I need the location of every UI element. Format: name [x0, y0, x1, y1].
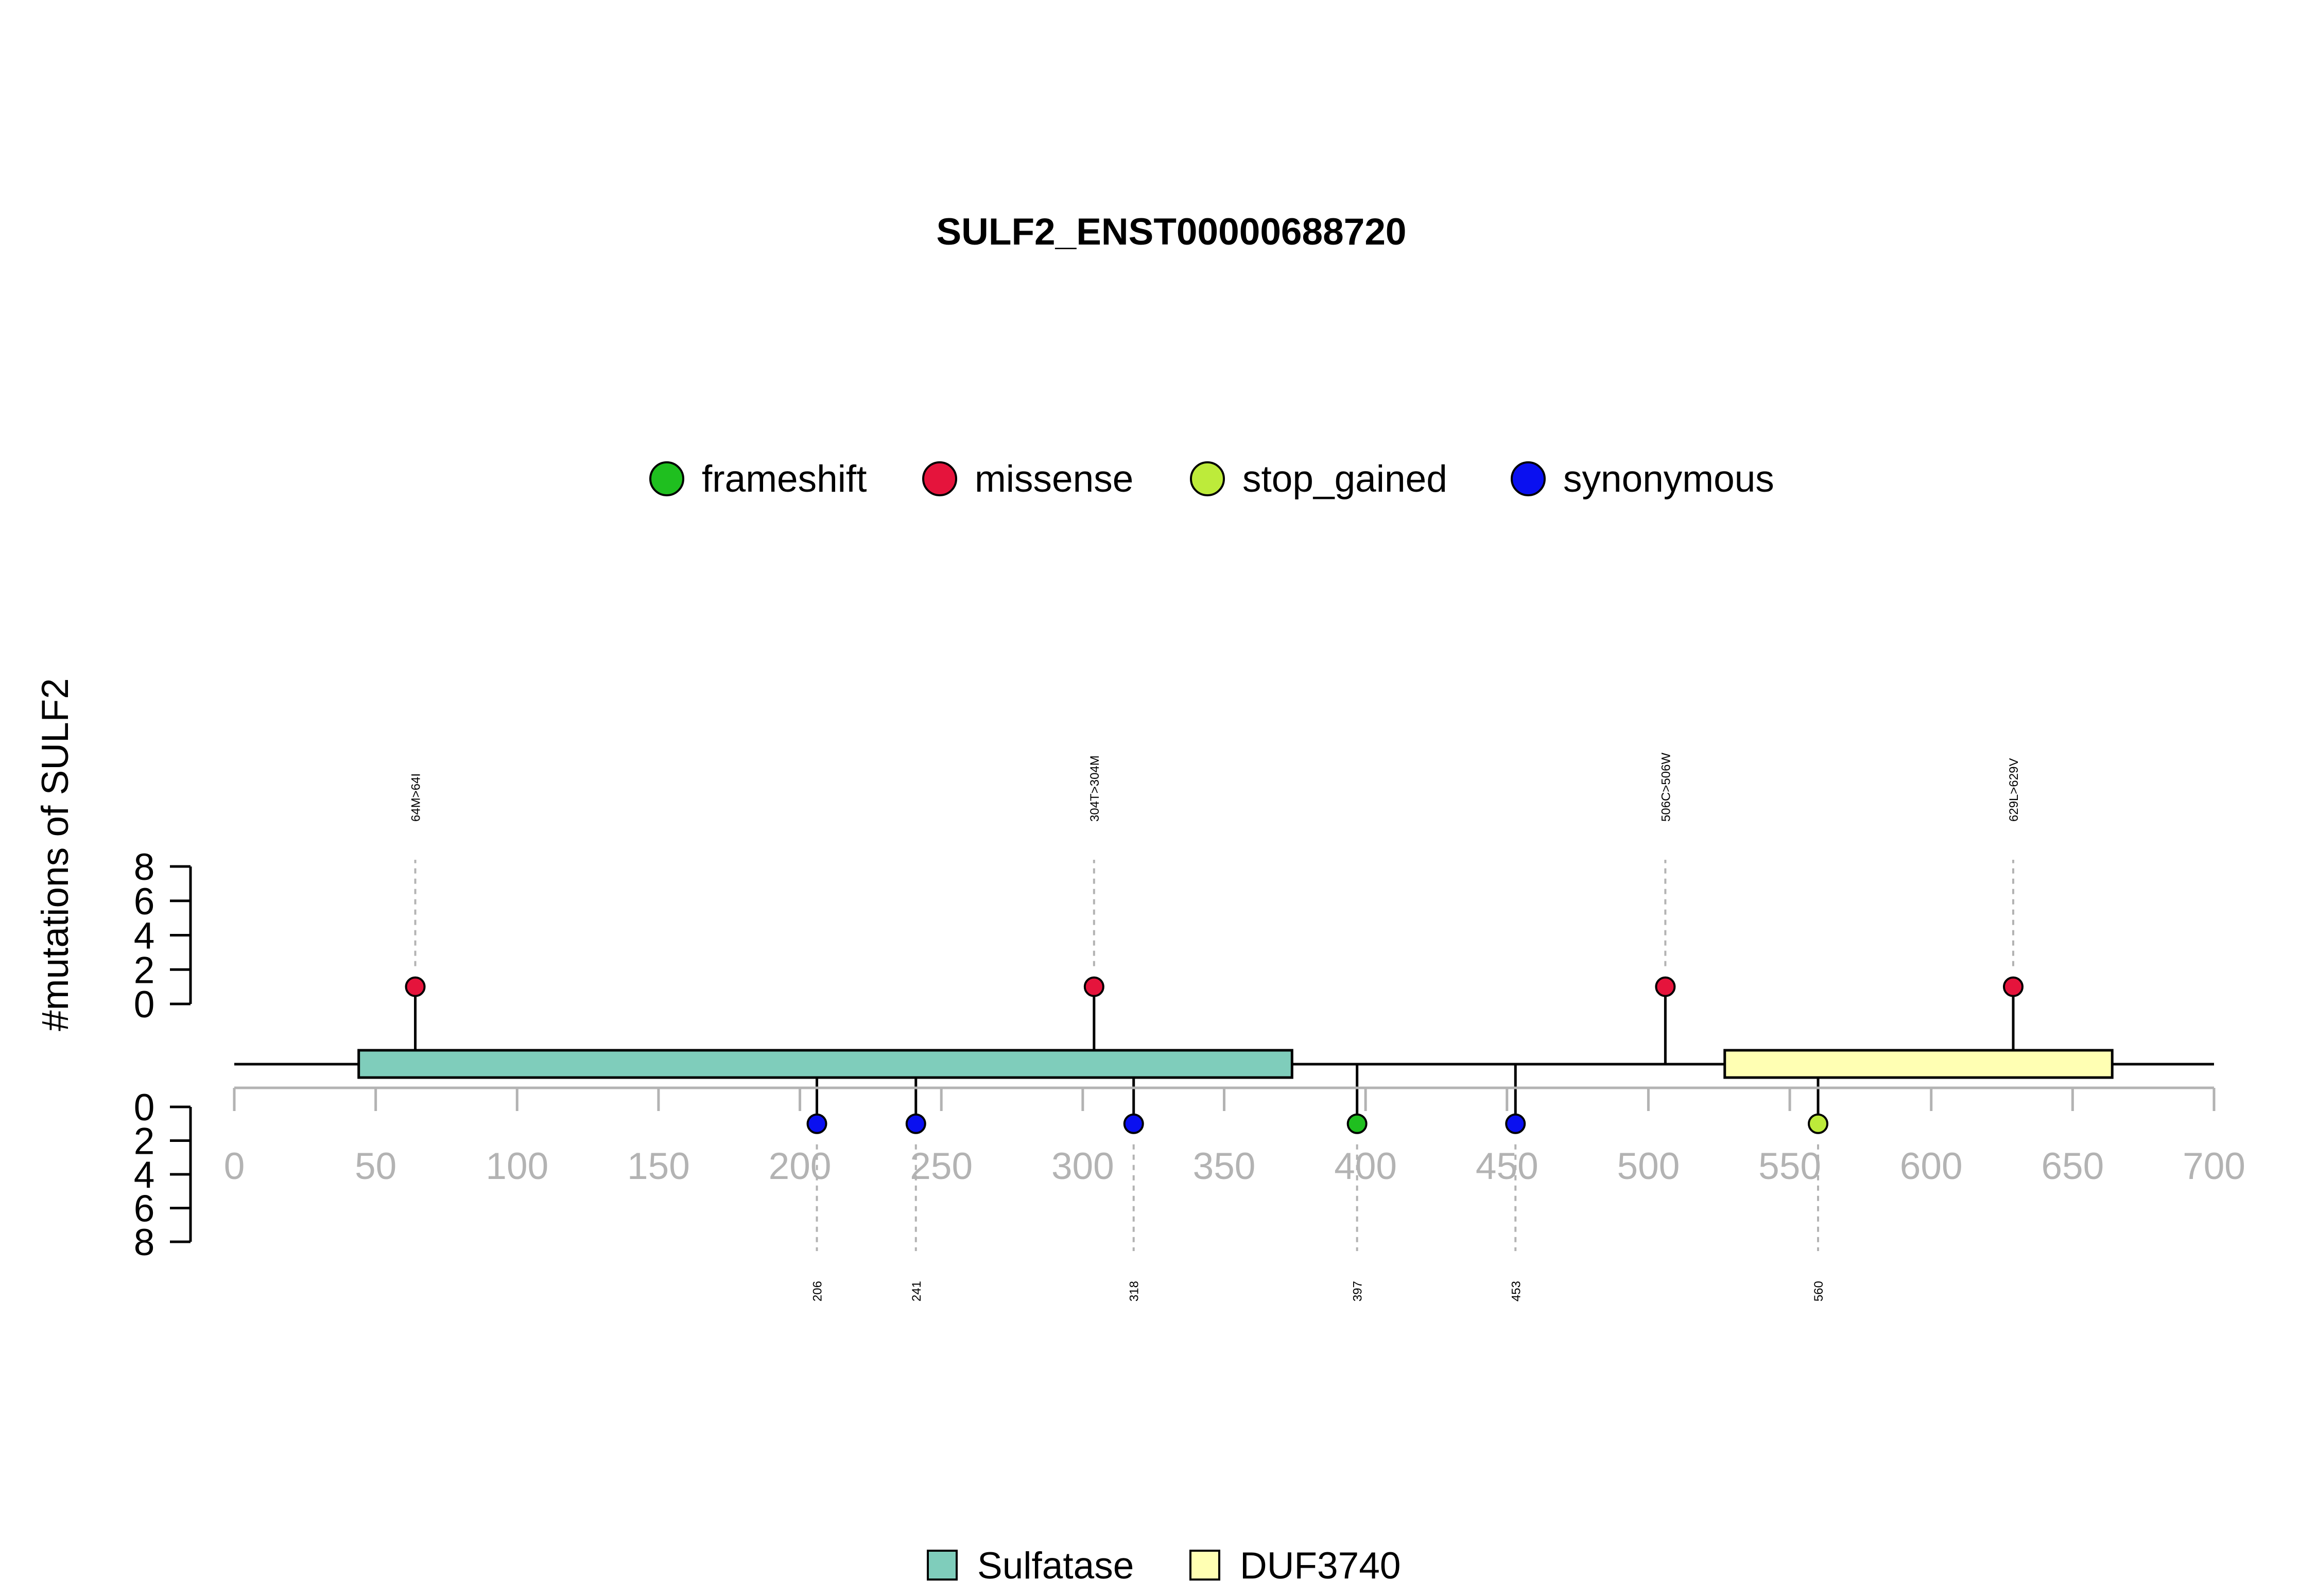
- domain-legend-label-duf3740: DUF3740: [1240, 1545, 1400, 1587]
- mutation-point-560: [1808, 1113, 1828, 1134]
- mutation-point-241: [905, 1113, 926, 1134]
- domain-legend-swatch-duf3740: [1189, 1550, 1220, 1581]
- y-tick-label: 6: [134, 1188, 155, 1230]
- mutation-point-629: [2003, 976, 2024, 997]
- x-tick-label: 150: [627, 1146, 690, 1187]
- mutations-top: 64M>64I 304T>304M 506C>506W 629L>629V: [405, 753, 2024, 997]
- x-axis: 0 50 100 150 200 250 300 350 400 450 500 550 600 650 7…: [224, 1086, 2245, 1187]
- mutation-label-453: 453: [1509, 1281, 1523, 1302]
- x-tick-label: 550: [1758, 1146, 1821, 1187]
- x-tick-label: 250: [910, 1146, 973, 1187]
- domain-box-duf3740: [1723, 1049, 2114, 1079]
- x-tick-label: 700: [2183, 1146, 2245, 1187]
- x-tick-label: 0: [224, 1146, 245, 1187]
- domain-boxes: [357, 1049, 2114, 1079]
- mutation-point-206: [806, 1113, 827, 1134]
- legend-label-synonymous: synonymous: [1563, 458, 1774, 500]
- mutation-point-64: [405, 976, 426, 997]
- legend-marker-missense: [922, 461, 957, 496]
- mutation-legend: frameshift missense stop_gained synonymous: [649, 458, 1774, 500]
- x-tick-label: 50: [355, 1146, 396, 1187]
- x-tick-label: 600: [1900, 1146, 1963, 1187]
- y-tick-label: 4: [134, 1154, 155, 1196]
- y-tick-label: 4: [134, 915, 155, 957]
- mutation-label-397: 397: [1351, 1281, 1365, 1302]
- mutation-label-304: 304T>304M: [1088, 755, 1102, 822]
- mutation-label-206: 206: [811, 1281, 825, 1302]
- y-tick-label: 0: [134, 1087, 155, 1129]
- mutation-label-629: 629L>629V: [2007, 758, 2021, 822]
- mutation-point-453: [1505, 1113, 1526, 1134]
- chart-title: SULF2_ENST00000688720: [936, 211, 1406, 253]
- mutation-point-304: [1083, 976, 1104, 997]
- legend-label-frameshift: frameshift: [702, 458, 867, 500]
- y-tick-label: 6: [134, 881, 155, 923]
- y-tick-label: 8: [134, 846, 155, 888]
- legend-label-stop_gained: stop_gained: [1242, 458, 1447, 500]
- domain-box-sulfatase: [357, 1049, 1293, 1079]
- y-tick-label: 8: [134, 1222, 155, 1263]
- y-tick-label: 2: [134, 1121, 155, 1163]
- y-tick-label: 0: [134, 984, 155, 1026]
- mutation-point-318: [1123, 1113, 1144, 1134]
- mutation-point-506: [1655, 976, 1676, 997]
- x-tick-label: 300: [1051, 1146, 1114, 1187]
- x-tick-label: 400: [1334, 1146, 1397, 1187]
- mutation-label-318: 318: [1128, 1281, 1142, 1302]
- mutation-point-397: [1346, 1113, 1368, 1134]
- x-tick-label: 650: [2041, 1146, 2104, 1187]
- y-axis-label: #mutations of SULF2: [34, 678, 76, 1031]
- x-tick-label: 100: [486, 1146, 548, 1187]
- domain-legend-swatch-sulfatase: [927, 1550, 958, 1581]
- legend-marker-stop_gained: [1190, 461, 1225, 496]
- domain-legend: Sulfatase DUF3740: [927, 1545, 1400, 1587]
- x-tick-label: 450: [1476, 1146, 1538, 1187]
- x-tick-label: 500: [1617, 1146, 1680, 1187]
- mutation-label-506: 506C>506W: [1659, 753, 1673, 822]
- legend-marker-synonymous: [1511, 461, 1546, 496]
- legend-marker-frameshift: [649, 461, 684, 496]
- mutation-label-241: 241: [910, 1281, 924, 1302]
- legend-label-missense: missense: [975, 458, 1133, 500]
- mutations-bottom: 206 241 318 397 453 560: [806, 1113, 1828, 1302]
- mutation-label-560: 560: [1812, 1281, 1826, 1302]
- x-tick-label: 350: [1193, 1146, 1256, 1187]
- domain-legend-label-sulfatase: Sulfatase: [977, 1545, 1134, 1587]
- y-tick-label: 2: [134, 949, 155, 991]
- mutation-label-64: 64M>64I: [409, 773, 423, 822]
- x-tick-label: 200: [769, 1146, 832, 1187]
